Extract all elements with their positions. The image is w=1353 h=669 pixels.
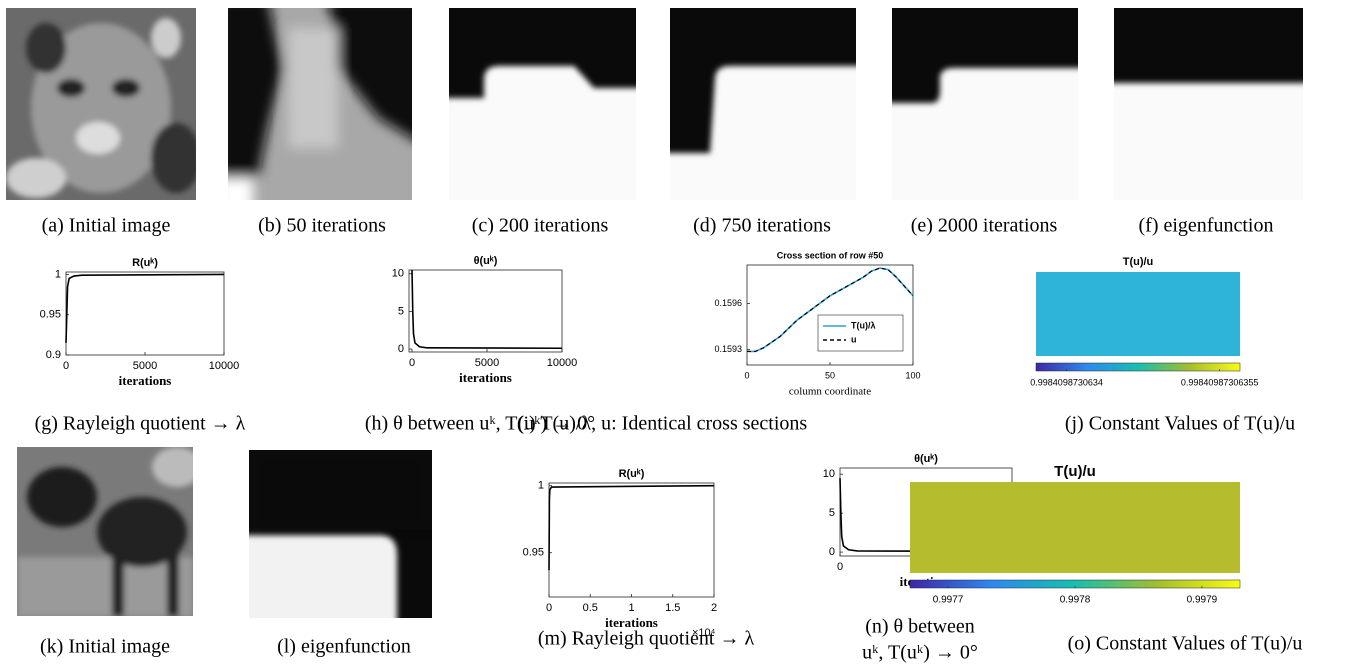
x-tick-label: 1 bbox=[628, 602, 634, 614]
x-tick-label: 0.5 bbox=[583, 602, 598, 614]
heatmap bbox=[1036, 272, 1240, 356]
y-tick-label: 0 bbox=[829, 546, 835, 558]
caption: (g) Rayleigh quotient → λ bbox=[35, 413, 246, 435]
y-tick-label: 0 bbox=[398, 343, 404, 355]
image bbox=[449, 8, 636, 200]
caption: (h) θ between uᵏ, T(uᵏ) → 0° bbox=[365, 413, 595, 435]
series-line bbox=[411, 269, 563, 350]
y-tick-label: 10 bbox=[823, 468, 835, 480]
caption: (j) Constant Values of T(u)/u bbox=[1065, 413, 1295, 435]
series-line bbox=[548, 484, 715, 571]
x-tick-label: 100 bbox=[905, 370, 920, 380]
caption: (o) Constant Values of T(u)/u bbox=[1068, 633, 1303, 655]
x-tick-label: 1.5 bbox=[665, 602, 680, 614]
y-tick-label: 1 bbox=[55, 268, 61, 280]
x-tick-label: 0 bbox=[409, 357, 415, 369]
caption: (n) θ between bbox=[865, 616, 975, 638]
x-tick-label: 0 bbox=[63, 360, 69, 372]
chart-title: R(uᵏ) bbox=[619, 468, 645, 480]
caption: (b) 50 iterations bbox=[258, 215, 386, 237]
colorbar-tick-label: 0.9978 bbox=[1060, 595, 1091, 606]
image bbox=[1114, 8, 1303, 200]
image bbox=[249, 450, 432, 618]
x-tick-label: 5000 bbox=[133, 360, 157, 372]
image bbox=[17, 447, 193, 616]
heatmap bbox=[910, 482, 1240, 573]
x-tick-label: 10000 bbox=[547, 357, 578, 369]
chart-title: T(u)/u bbox=[1123, 256, 1154, 268]
x-tick-label: 0 bbox=[744, 370, 749, 380]
y-tick-label: 0.9 bbox=[46, 349, 61, 361]
image bbox=[6, 8, 196, 200]
axes-box bbox=[408, 269, 563, 353]
caption: (c) 200 iterations bbox=[472, 215, 609, 237]
caption: (d) 750 iterations bbox=[693, 215, 831, 237]
caption: uᵏ, T(uᵏ) → 0° bbox=[862, 642, 978, 664]
caption: (f) eigenfunction bbox=[1139, 215, 1274, 237]
colorbar-tick-label: 0.9984098730634 bbox=[1030, 377, 1103, 387]
chart-title: θ(uᵏ) bbox=[914, 453, 938, 465]
image bbox=[670, 8, 856, 200]
caption: (m) Rayleigh quotient → λ bbox=[538, 628, 755, 650]
caption: (k) Initial image bbox=[40, 636, 170, 658]
x-axis-label: iterations bbox=[605, 615, 658, 630]
chart-title: Cross section of row #50 bbox=[777, 250, 884, 260]
caption: (e) 2000 iterations bbox=[911, 215, 1058, 237]
caption: (a) Initial image bbox=[42, 215, 171, 237]
y-tick-label: 0.1593 bbox=[714, 344, 742, 354]
colorbar-tick-label: 0.9977 bbox=[933, 595, 964, 606]
y-tick-label: 0.1596 bbox=[714, 298, 742, 308]
caption: (i) T(u)/λ, u: Identical cross sections bbox=[517, 413, 808, 435]
legend-label: u bbox=[851, 334, 857, 344]
axes-box bbox=[548, 482, 715, 598]
x-tick-label: 5000 bbox=[475, 357, 499, 369]
x-tick-label: 2 bbox=[711, 602, 717, 614]
x-tick-label: 0 bbox=[837, 561, 843, 573]
series-line bbox=[839, 478, 1013, 553]
legend-box bbox=[817, 314, 904, 352]
image bbox=[892, 8, 1078, 200]
y-tick-label: 5 bbox=[829, 507, 835, 519]
x-tick-label: 10000 bbox=[209, 360, 240, 372]
colorbar-tick-label: 0.9979 bbox=[1187, 595, 1218, 606]
x-axis-label: iterations bbox=[119, 373, 172, 388]
x-axis-label: column coordinate bbox=[789, 386, 871, 398]
y-tick-label: 10 bbox=[392, 268, 404, 280]
legend-label: T(u)/λ bbox=[851, 320, 876, 330]
y-tick-label: 1 bbox=[538, 480, 544, 492]
y-tick-label: 5 bbox=[398, 305, 404, 317]
series-line bbox=[747, 267, 914, 353]
colorbar-tick-label: 0.99840987306355 bbox=[1181, 377, 1259, 387]
colorbar bbox=[1035, 362, 1241, 372]
caption: (l) eigenfunction bbox=[277, 636, 411, 658]
chart-title: T(u)/u bbox=[1054, 463, 1096, 480]
x-axis-label: iterations bbox=[459, 370, 512, 385]
y-tick-label: 0.95 bbox=[523, 547, 544, 559]
series-line bbox=[65, 273, 225, 343]
axes-box bbox=[65, 271, 225, 356]
chart-title: R(uᵏ) bbox=[132, 257, 158, 269]
y-tick-label: 0.95 bbox=[40, 309, 61, 321]
x-tick-label: 0 bbox=[546, 602, 552, 614]
x-tick-label: 50 bbox=[825, 370, 835, 380]
x-multiplier: ×10⁴ bbox=[692, 627, 716, 639]
chart-title: θ(uᵏ) bbox=[474, 255, 498, 267]
image bbox=[228, 8, 412, 200]
